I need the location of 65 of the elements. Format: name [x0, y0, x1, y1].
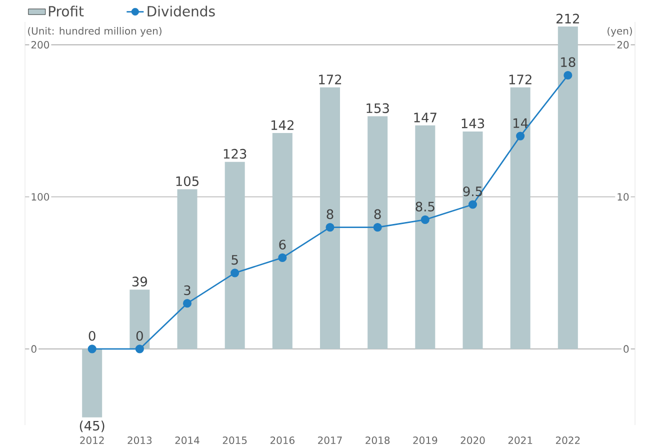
- y-axis-title: (Unit: hundred million yen): [28, 26, 162, 37]
- bar: [272, 133, 292, 349]
- bar: [130, 290, 150, 349]
- data-label: 5: [232, 255, 238, 265]
- y2-tick-label: 0: [624, 345, 629, 353]
- point: [182, 299, 192, 308]
- x-tick-label: 2012: [80, 436, 104, 444]
- point: [88, 344, 96, 354]
- data-label: 123: [224, 148, 246, 159]
- x-tick-label: 2022: [556, 436, 580, 444]
- y2-tick-label: 20: [617, 41, 629, 49]
- data-label: 0: [88, 330, 96, 341]
- x-tick-label: 2015: [222, 436, 247, 444]
- bar: [320, 87, 340, 349]
- point: [564, 70, 572, 80]
- bar: [558, 26, 578, 349]
- bar: [177, 189, 198, 349]
- data-label: 105: [176, 176, 198, 186]
- point: [326, 223, 334, 232]
- bar: [462, 131, 483, 349]
- data-label: 212: [556, 14, 579, 24]
- data-label: 142: [271, 120, 294, 130]
- x-tick-label: 2014: [175, 436, 200, 444]
- legend-label: Profit: [48, 6, 84, 17]
- data-label: 6: [279, 240, 286, 250]
- data-label: (45): [80, 420, 104, 432]
- data-label: 14: [514, 118, 528, 128]
- point: [420, 215, 430, 224]
- x-tick-label: 2013: [128, 436, 152, 444]
- point: [468, 200, 478, 209]
- bar: [82, 348, 102, 418]
- y2-axis-title: (yen): [608, 26, 632, 37]
- data-label: 8: [326, 209, 334, 220]
- data-label: 147: [414, 112, 436, 122]
- x-tick-label: 2016: [270, 436, 294, 444]
- data-label: 0: [136, 330, 143, 341]
- bar: [368, 116, 388, 349]
- x-tick-label: 2020: [460, 436, 485, 444]
- y2-tick-label: 10: [618, 193, 629, 201]
- data-label: 9.5: [463, 186, 482, 196]
- y-tick-label: 0: [31, 345, 36, 353]
- bar: [224, 162, 245, 349]
- data-label: 8.5: [416, 202, 434, 212]
- x-tick-label: 2021: [508, 436, 532, 444]
- point: [278, 253, 287, 262]
- point: [135, 344, 144, 354]
- data-label: 153: [366, 103, 389, 114]
- data-label: 39: [132, 276, 147, 286]
- legend-label: Dividends: [148, 6, 215, 17]
- data-label: 3: [184, 285, 190, 296]
- x-tick-label: 2018: [366, 436, 390, 444]
- bar: [415, 125, 436, 349]
- point: [230, 268, 240, 278]
- bar: [510, 87, 530, 349]
- data-label: 18: [561, 57, 576, 68]
- x-tick-label: 2017: [318, 436, 342, 444]
- y-tick-label: 200: [31, 41, 50, 49]
- data-label: 143: [462, 118, 484, 128]
- data-label: 172: [509, 74, 532, 84]
- data-label: 8: [374, 209, 381, 220]
- y-tick-label: 100: [32, 193, 50, 201]
- point: [516, 132, 525, 140]
- data-label: 172: [319, 74, 342, 84]
- point: [373, 223, 382, 232]
- x-tick-label: 2019: [413, 436, 438, 444]
